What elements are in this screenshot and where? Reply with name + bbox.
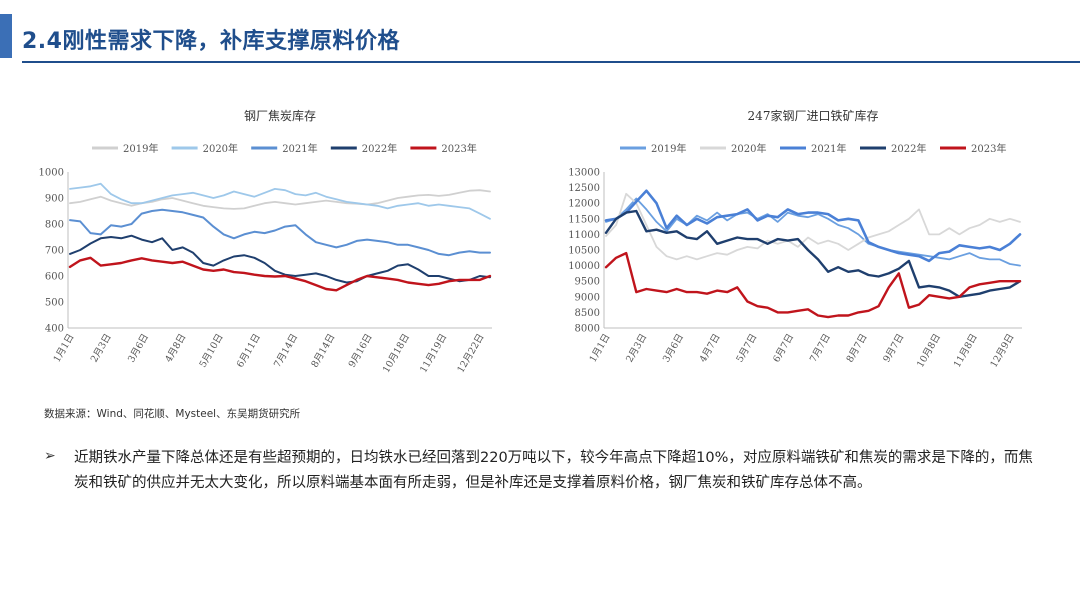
legend-label: 2022年 xyxy=(362,142,397,155)
x-tick-label: 8月7日 xyxy=(845,332,870,364)
chart-coke-svg: 钢厂焦炭库存 2019年 2020年 2021年 2022年 2023年 400 500 600… xyxy=(39,108,492,375)
x-tick-label: 6月11日 xyxy=(235,332,263,370)
series-line-2023年 xyxy=(68,256,492,292)
y-tick-label: 13000 xyxy=(568,168,600,179)
chart-ore-svg: 247家钢厂进口铁矿库存 2019年 2020年 2021年 2022年 2023年 800… xyxy=(568,108,1022,370)
legend-label: 2019年 xyxy=(651,142,686,155)
legend-label: 2021年 xyxy=(811,142,846,155)
y-tick-label: 400 xyxy=(45,324,64,335)
legend-label: 2020年 xyxy=(731,142,766,155)
x-tick-label: 4月7日 xyxy=(698,332,723,364)
y-tick-label: 11500 xyxy=(568,214,600,225)
x-tick-label: 10月18日 xyxy=(381,332,412,375)
series-line-2023年 xyxy=(604,251,1022,319)
x-tick-label: 7月14日 xyxy=(272,332,300,370)
y-tick-label: 12500 xyxy=(568,183,600,194)
legend-label: 2021年 xyxy=(282,142,317,155)
legend-label: 2023年 xyxy=(441,142,476,155)
y-tick-label: 10500 xyxy=(568,246,600,257)
x-tick-label: 9月16日 xyxy=(347,332,375,370)
y-tick-label: 1000 xyxy=(39,168,64,179)
legend-label: 2023年 xyxy=(971,142,1006,155)
x-tick-label: 2月3日 xyxy=(89,332,114,364)
x-tick-label: 5月10日 xyxy=(198,332,226,370)
y-tick-label: 9000 xyxy=(575,292,600,303)
y-tick-label: 600 xyxy=(45,272,64,283)
title-accent-bar xyxy=(0,14,12,58)
series-line-2019年 xyxy=(605,197,1021,267)
series-line-2022年 xyxy=(604,209,1022,299)
y-tick-label: 500 xyxy=(45,298,64,309)
x-tick-label: 11月19日 xyxy=(418,332,449,375)
page-title: 2.4刚性需求下降，补库支撑原料价格 xyxy=(22,29,400,54)
data-source-note: 数据来源：Wind、同花顺、Mysteel、东吴期货研究所 xyxy=(44,408,301,420)
x-tick-label: 1月1日 xyxy=(52,332,77,364)
series-line-2021年 xyxy=(604,189,1022,263)
y-tick-label: 10000 xyxy=(568,261,600,272)
chart-coke-inventory: 钢厂焦炭库存 2019年 2020年 2021年 2022年 2023年 400 500 600… xyxy=(32,100,500,390)
x-tick-label: 3月6日 xyxy=(661,332,686,364)
y-tick-label: 900 xyxy=(45,194,64,205)
chart-title: 钢厂焦炭库存 xyxy=(244,108,316,123)
series-line-2020年 xyxy=(605,192,1021,261)
series-line-2022年 xyxy=(69,234,491,284)
bullet-arrow-icon: ➢ xyxy=(44,448,56,464)
x-tick-label: 11月8日 xyxy=(952,332,980,370)
x-tick-label: 6月7日 xyxy=(771,332,796,364)
x-tick-label: 4月8日 xyxy=(163,332,188,364)
series-line-2020年 xyxy=(69,182,491,220)
x-tick-label: 10月8日 xyxy=(915,332,943,370)
x-tick-label: 5月7日 xyxy=(734,332,759,364)
y-tick-label: 8000 xyxy=(575,324,600,335)
x-tick-label: 3月6日 xyxy=(126,332,151,364)
x-tick-label: 12月9日 xyxy=(989,332,1017,370)
x-tick-label: 1月1日 xyxy=(588,332,613,364)
x-tick-label: 2月3日 xyxy=(624,332,649,364)
legend-label: 2019年 xyxy=(123,142,158,155)
y-tick-label: 8500 xyxy=(575,308,600,319)
y-tick-label: 800 xyxy=(45,220,64,231)
x-tick-label: 8月14日 xyxy=(309,332,337,370)
y-tick-label: 700 xyxy=(45,246,64,257)
bullet-text: 近期铁水产量下降总体还是有些超预期的，日均铁水已经回落到220万吨以下，较今年高… xyxy=(74,450,1033,491)
x-tick-label: 7月7日 xyxy=(808,332,833,364)
y-tick-label: 12000 xyxy=(568,199,600,210)
chart-iron-ore-inventory: 247家钢厂进口铁矿库存 2019年 2020年 2021年 2022年 2023年 800… xyxy=(560,100,1030,390)
legend-label: 2020年 xyxy=(203,142,238,155)
y-tick-label: 9500 xyxy=(575,277,600,288)
title-underline xyxy=(22,61,1080,63)
legend-label: 2022年 xyxy=(891,142,926,155)
title-bar: 2.4刚性需求下降，补库支撑原料价格 xyxy=(0,14,1080,66)
y-tick-label: 11000 xyxy=(568,230,600,241)
chart-title: 247家钢厂进口铁矿库存 xyxy=(748,108,879,123)
series-line-2021年 xyxy=(69,208,491,257)
x-tick-label: 12月22日 xyxy=(455,332,486,375)
x-tick-label: 9月7日 xyxy=(881,332,906,364)
